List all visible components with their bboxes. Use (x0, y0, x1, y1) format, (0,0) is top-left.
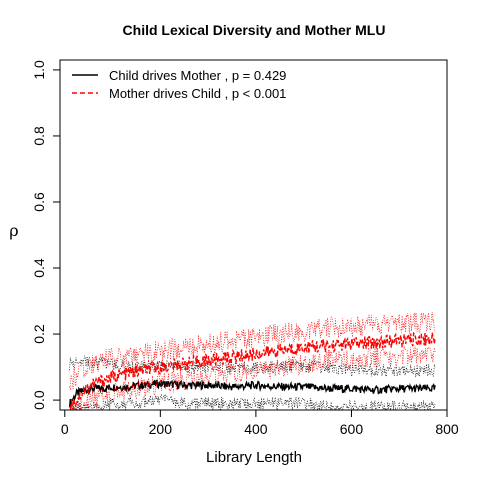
x-tick-label: 0 (61, 421, 69, 437)
y-tick-label: 0.4 (31, 258, 47, 278)
y-tick-label: 0.8 (31, 126, 47, 146)
x-tick-label: 200 (149, 421, 173, 437)
x-tick-label: 400 (244, 421, 268, 437)
chart-title: Child Lexical Diversity and Mother MLU (123, 22, 386, 38)
series-layer (68, 311, 436, 412)
y-axis: 0.0 0.2 0.4 0.6 0.8 1.0 (31, 60, 61, 410)
plot-area (59, 59, 448, 412)
x-tick-label: 600 (340, 421, 364, 437)
y-tick-label: 0.2 (31, 324, 47, 344)
x-axis: 0 200 400 600 800 (61, 409, 459, 437)
legend-label-child-drives-mother: Child drives Mother , p = 0.429 (109, 68, 286, 83)
y-axis-title: ρ (9, 221, 18, 240)
plot-border (59, 59, 448, 411)
x-tick-label: 800 (435, 421, 459, 437)
series-lower-band-child-drives-mother (69, 393, 436, 412)
series-line-child-drives-mother (68, 379, 436, 408)
series-line-mother-drives-child (69, 332, 436, 411)
y-tick-label: 1.0 (31, 60, 47, 80)
x-axis-title: Library Length (206, 449, 302, 466)
y-tick-label: 0.6 (31, 192, 47, 212)
y-tick-label: 0.0 (31, 390, 47, 410)
legend-label-mother-drives-child: Mother drives Child , p < 0.001 (109, 86, 286, 101)
legend: Child drives Mother , p = 0.429 Mother d… (72, 68, 286, 101)
series-lower-band-mother-drives-child (69, 345, 436, 411)
